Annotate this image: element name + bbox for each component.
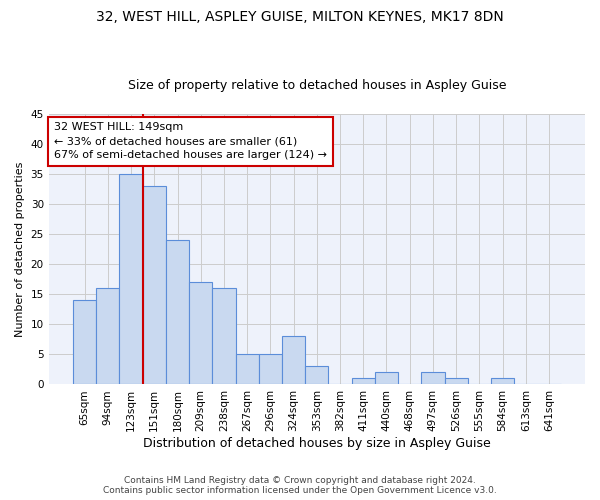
X-axis label: Distribution of detached houses by size in Aspley Guise: Distribution of detached houses by size …	[143, 437, 491, 450]
Bar	[352, 378, 375, 384]
Bar	[236, 354, 259, 384]
Text: 32, WEST HILL, ASPLEY GUISE, MILTON KEYNES, MK17 8DN: 32, WEST HILL, ASPLEY GUISE, MILTON KEYN…	[96, 10, 504, 24]
Bar	[305, 366, 328, 384]
Bar	[166, 240, 189, 384]
Bar	[96, 288, 119, 384]
Bar	[421, 372, 445, 384]
Bar	[445, 378, 468, 384]
Bar	[491, 378, 514, 384]
Bar	[375, 372, 398, 384]
Y-axis label: Number of detached properties: Number of detached properties	[15, 162, 25, 337]
Bar	[212, 288, 236, 384]
Text: 32 WEST HILL: 149sqm
← 33% of detached houses are smaller (61)
67% of semi-detac: 32 WEST HILL: 149sqm ← 33% of detached h…	[54, 122, 327, 160]
Title: Size of property relative to detached houses in Aspley Guise: Size of property relative to detached ho…	[128, 79, 506, 92]
Bar	[282, 336, 305, 384]
Bar	[259, 354, 282, 384]
Bar	[73, 300, 96, 384]
Bar	[143, 186, 166, 384]
Bar	[119, 174, 143, 384]
Bar	[189, 282, 212, 384]
Text: Contains HM Land Registry data © Crown copyright and database right 2024.
Contai: Contains HM Land Registry data © Crown c…	[103, 476, 497, 495]
